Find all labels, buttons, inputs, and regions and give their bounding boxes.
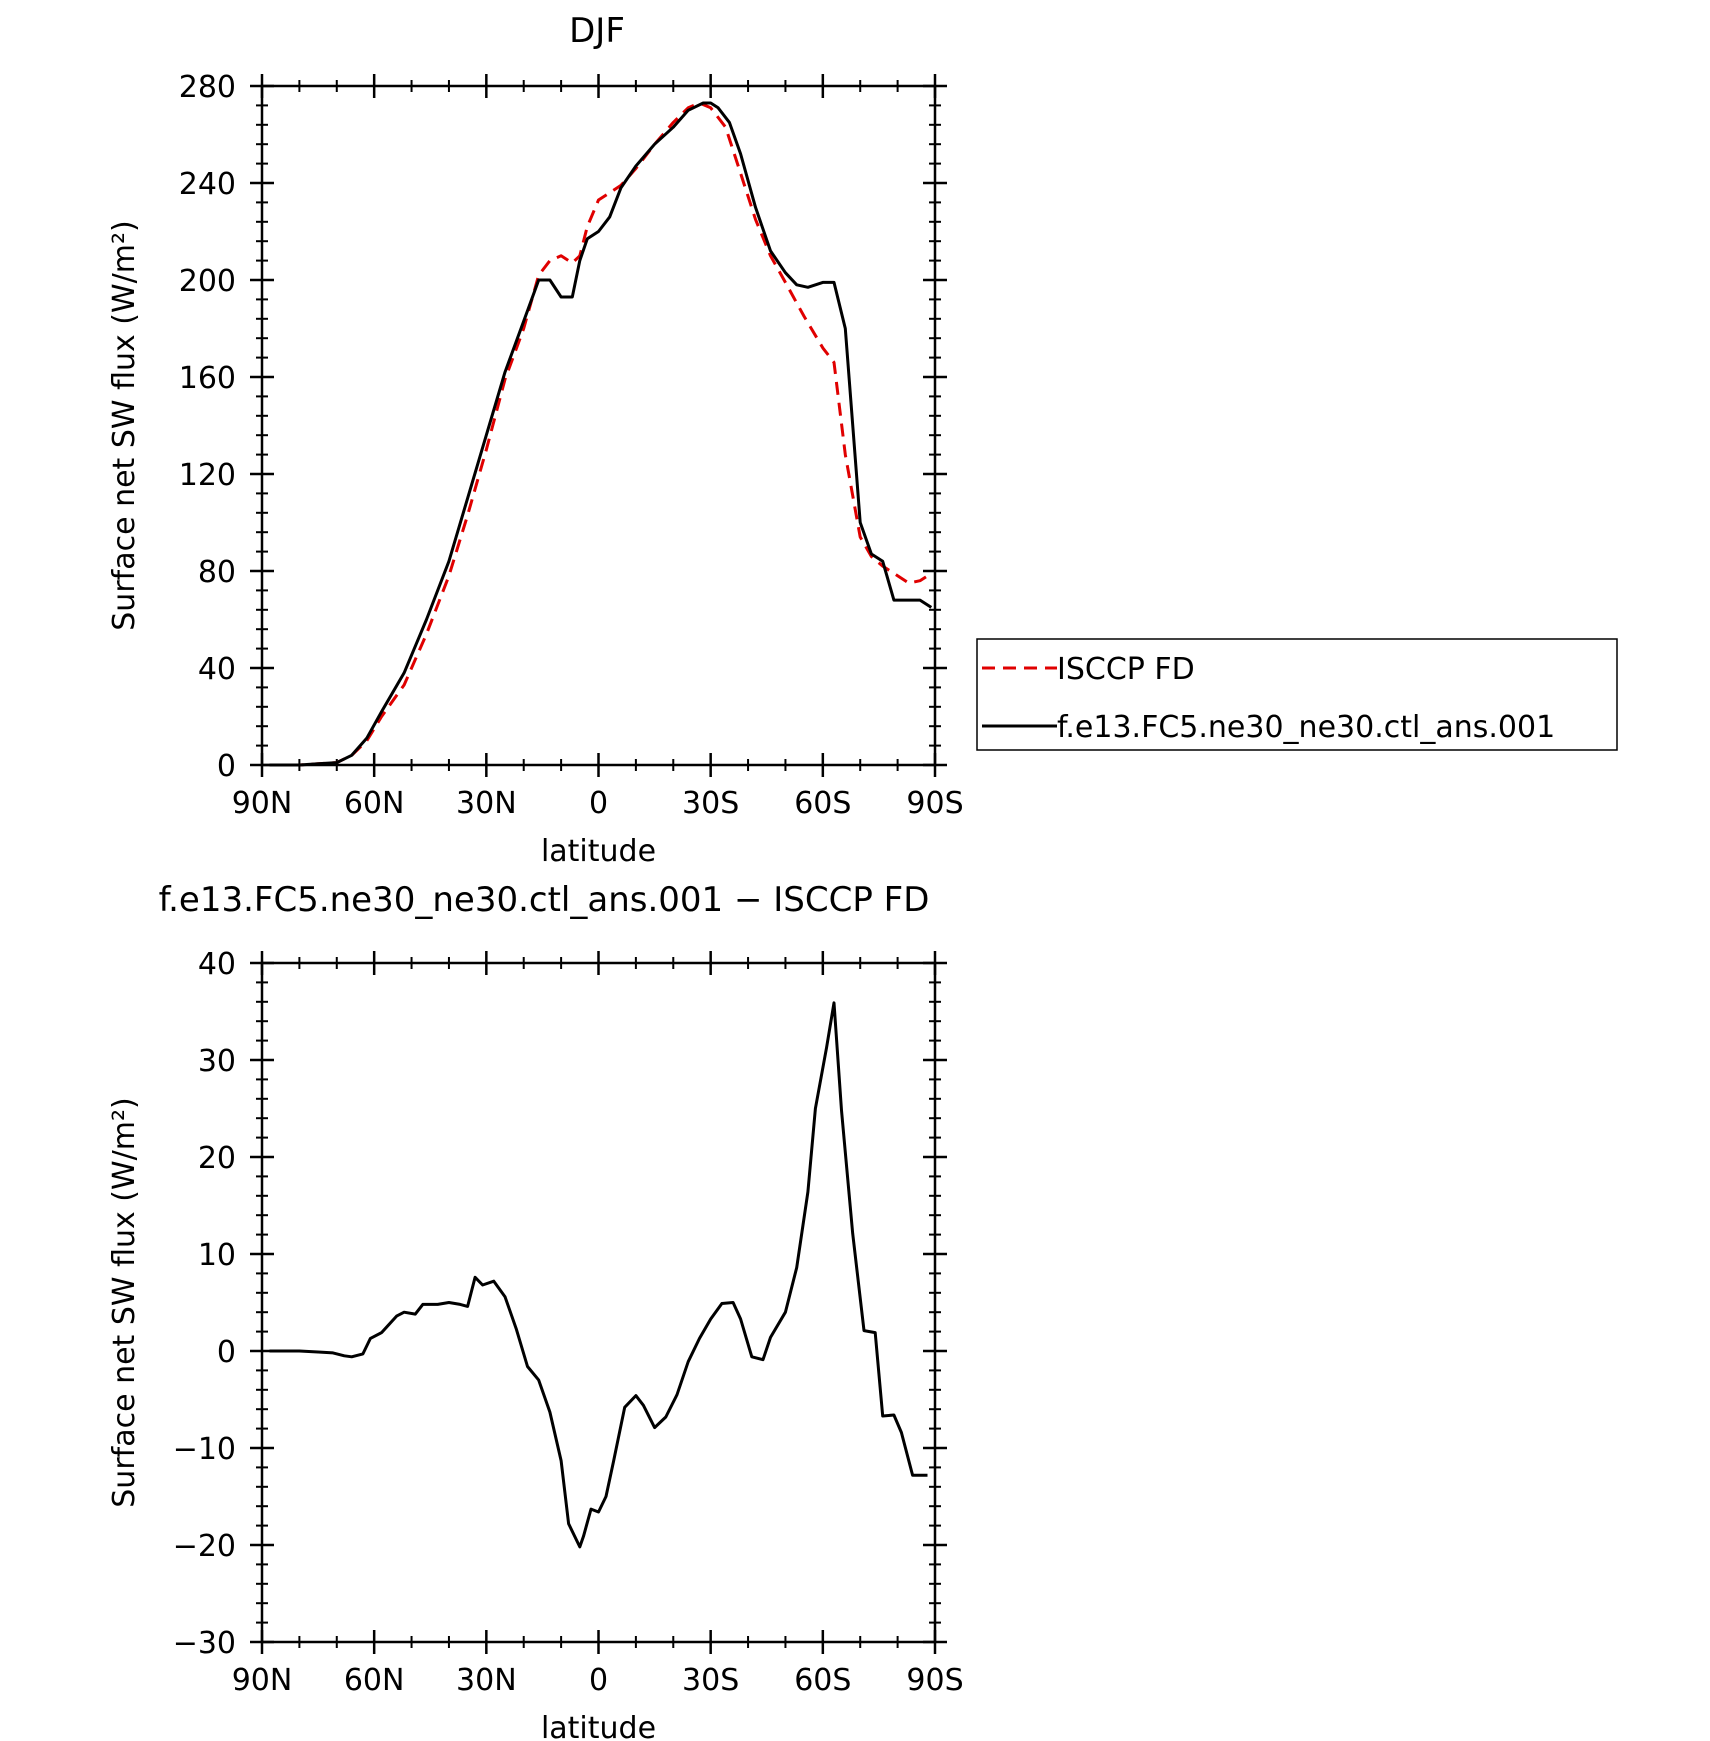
x-tick-label: 30S: [682, 1663, 739, 1698]
bottom-panel-x-axis-label: latitude: [541, 1711, 656, 1741]
y-tick-label: 40: [198, 652, 236, 687]
bottom-panel-x-tick-labels: 90N 60N 30N 0 30S 60S 90S: [232, 1663, 964, 1698]
top-panel-x-tick-labels: 90N 60N 30N 0 30S 60S 90S: [232, 786, 964, 821]
bottom-panel-frame: [260, 961, 937, 1644]
top-panel-title: DJF: [569, 11, 625, 51]
bottom-panel-series-line-0: [269, 1001, 928, 1549]
y-tick-label: 200: [179, 264, 236, 299]
y-tick-label: 280: [179, 70, 236, 105]
y-tick-label: 30: [198, 1044, 236, 1079]
top-panel-frame: [260, 84, 937, 767]
y-tick-label: −20: [173, 1529, 236, 1564]
x-tick-label: 60S: [794, 786, 851, 821]
y-tick-label: 0: [217, 1335, 236, 1370]
top-panel-series-line-0: [269, 101, 933, 767]
y-tick-label: −30: [173, 1626, 236, 1661]
y-tick-label: 10: [198, 1238, 236, 1273]
top-panel-series: [269, 101, 933, 767]
y-tick-label: 20: [198, 1141, 236, 1176]
bottom-panel-y-tick-labels: −30 −20 −10 0 10 20 30 40: [173, 947, 236, 1661]
bottom-panel-title: f.e13.FC5.ne30_ne30.ctl_ans.001 − ISCCP …: [159, 880, 930, 920]
y-tick-label: 40: [198, 947, 236, 982]
x-tick-label: 90N: [232, 786, 293, 821]
legend-label-model: f.e13.FC5.ne30_ne30.ctl_ans.001: [1057, 710, 1555, 745]
x-tick-label: 30N: [456, 786, 517, 821]
bottom-panel-series: [269, 1001, 928, 1549]
y-tick-label: 160: [179, 361, 236, 396]
y-tick-label: 80: [198, 555, 236, 590]
top-panel-y-tick-labels: 0 40 80 120 160 200 240 280: [179, 70, 236, 784]
top-panel-series-line-1: [269, 101, 933, 767]
x-tick-label: 90S: [906, 1663, 963, 1698]
x-tick-label: 60N: [344, 1663, 405, 1698]
top-panel-y-axis-label: Surface net SW flux (W/m²): [107, 220, 142, 630]
legend-box: [976, 638, 1618, 751]
bottom-panel: f.e13.FC5.ne30_ne30.ctl_ans.001 − ISCCP …: [107, 880, 964, 1741]
x-tick-label: 0: [589, 786, 608, 821]
x-tick-label: 60N: [344, 786, 405, 821]
x-tick-label: 30S: [682, 786, 739, 821]
x-tick-label: 0: [589, 1663, 608, 1698]
x-tick-label: 90S: [906, 786, 963, 821]
y-tick-label: 0: [217, 749, 236, 784]
y-tick-label: −10: [173, 1432, 236, 1467]
x-tick-label: 60S: [794, 1663, 851, 1698]
bottom-panel-y-axis-label: Surface net SW flux (W/m²): [107, 1097, 142, 1507]
legend-label-isccp: ISCCP FD: [1057, 652, 1195, 687]
legend: ISCCP FD f.e13.FC5.ne30_ne30.ctl_ans.001: [976, 638, 1618, 751]
y-tick-label: 120: [179, 458, 236, 493]
x-tick-label: 90N: [232, 1663, 293, 1698]
bottom-panel-ticks: [250, 951, 947, 1654]
x-tick-label: 30N: [456, 1663, 517, 1698]
top-panel-x-axis-label: latitude: [541, 834, 656, 869]
y-tick-label: 240: [179, 167, 236, 202]
top-panel: DJF 90N 60N 30N 0 30S 60S 90S 0 40 80 120 160 200 24…: [107, 11, 964, 869]
